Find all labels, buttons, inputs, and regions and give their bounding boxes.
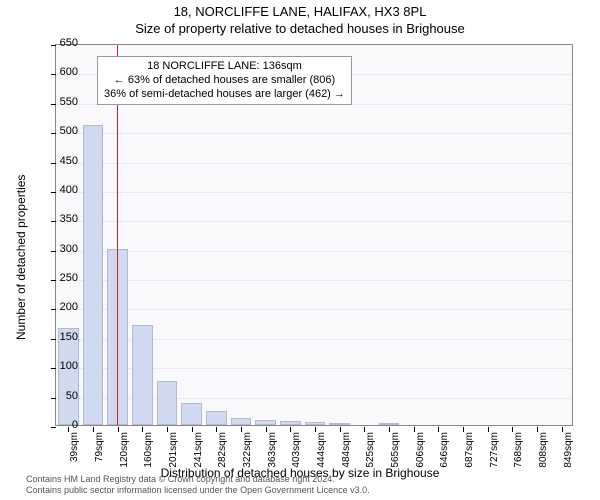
xtick-label: 363sqm (267, 432, 278, 472)
gridline (56, 192, 572, 193)
xtick-label: 525sqm (365, 432, 376, 472)
ytick-label: 50 (48, 390, 78, 402)
gridline (56, 309, 572, 310)
gridline (56, 280, 572, 281)
ytick-label: 300 (48, 243, 78, 255)
gridline (56, 221, 572, 222)
ytick-label: 550 (48, 96, 78, 108)
ytick-label: 100 (48, 360, 78, 372)
ytick-label: 200 (48, 301, 78, 313)
bar (157, 381, 178, 425)
y-axis-label: Number of detached properties (14, 175, 28, 340)
xtick-label: 79sqm (94, 432, 105, 472)
tooltip-line-larger: 36% of semi-detached houses are larger (… (104, 88, 345, 102)
xtick-label: 241sqm (193, 432, 204, 472)
ytick-label: 650 (48, 37, 78, 49)
bar (280, 421, 301, 425)
xtick-label: 565sqm (390, 432, 401, 472)
xtick-label: 849sqm (563, 432, 574, 472)
page-title-address: 18, NORCLIFFE LANE, HALIFAX, HX3 8PL (0, 4, 600, 19)
xtick-label: 444sqm (316, 432, 327, 472)
bar (181, 403, 202, 425)
xtick-label: 606sqm (415, 432, 426, 472)
chart-container: 18 NORCLIFFE LANE: 136sqm ← 63% of detac… (55, 44, 573, 426)
gridline (56, 251, 572, 252)
bar (305, 422, 326, 425)
xtick-label: 687sqm (464, 432, 475, 472)
tooltip-line-smaller: ← 63% of detached houses are smaller (80… (104, 74, 345, 88)
gridline (56, 163, 572, 164)
xtick-label: 727sqm (489, 432, 500, 472)
ytick-label: 400 (48, 184, 78, 196)
xtick-label: 808sqm (538, 432, 549, 472)
xtick-label: 322sqm (242, 432, 253, 472)
bar (231, 418, 252, 425)
bar (206, 411, 227, 425)
footer-attribution: Contains HM Land Registry data © Crown c… (26, 474, 370, 496)
ytick-label: 500 (48, 125, 78, 137)
xtick-label: 201sqm (168, 432, 179, 472)
ytick-label: 150 (48, 331, 78, 343)
gridline (56, 133, 572, 134)
xtick-label: 403sqm (291, 432, 302, 472)
ytick-label: 350 (48, 213, 78, 225)
bar (329, 423, 350, 425)
xtick-label: 160sqm (143, 432, 154, 472)
bar (132, 325, 153, 425)
xtick-label: 484sqm (341, 432, 352, 472)
page-title-sub: Size of property relative to detached ho… (0, 21, 600, 36)
xtick-label: 646sqm (439, 432, 450, 472)
bar (255, 420, 276, 425)
ytick-label: 0 (48, 419, 78, 431)
xtick-label: 768sqm (513, 432, 524, 472)
footer-line-1: Contains HM Land Registry data © Crown c… (26, 474, 370, 485)
tooltip-line-property: 18 NORCLIFFE LANE: 136sqm (104, 60, 345, 74)
bar (379, 423, 400, 425)
bar (83, 125, 104, 425)
ytick-label: 450 (48, 155, 78, 167)
xtick-label: 39sqm (69, 432, 80, 472)
xtick-label: 282sqm (217, 432, 228, 472)
xtick-label: 120sqm (119, 432, 130, 472)
ytick-label: 600 (48, 66, 78, 78)
ytick-label: 250 (48, 272, 78, 284)
reference-tooltip: 18 NORCLIFFE LANE: 136sqm ← 63% of detac… (97, 56, 352, 105)
footer-line-2: Contains public sector information licen… (26, 485, 370, 496)
